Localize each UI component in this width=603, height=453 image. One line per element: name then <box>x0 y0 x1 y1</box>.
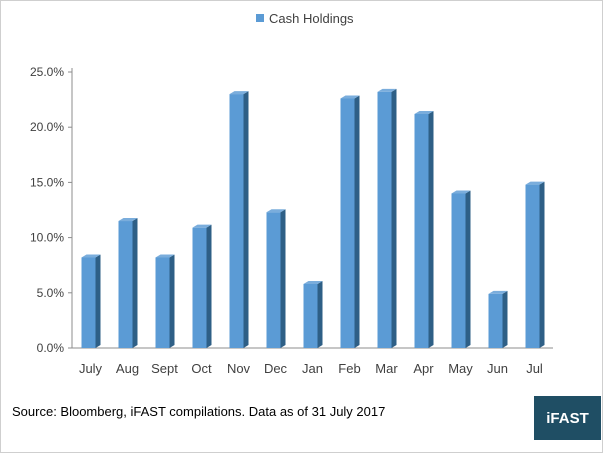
bar-top <box>488 290 508 294</box>
x-tick-label: July <box>79 361 103 376</box>
x-tick-label: Mar <box>375 361 398 376</box>
bar-front <box>451 193 466 348</box>
bar-front <box>525 184 540 348</box>
y-tick-label: 10.0% <box>30 231 64 245</box>
cash-holdings-bar-chart: Cash Holdings 0.0% 5.0% 10.0% 15.0% 20.0% 25.0… <box>30 11 553 376</box>
x-tick-label: Apr <box>413 361 434 376</box>
x-tick-label: Dec <box>264 361 288 376</box>
bar-front <box>229 94 244 348</box>
bar-front <box>377 91 392 348</box>
bar-top <box>81 254 101 258</box>
bar-front <box>488 293 503 348</box>
x-tick-label: Nov <box>227 361 251 376</box>
bar-front <box>303 283 318 348</box>
y-tick-label: 25.0% <box>30 65 64 79</box>
bar-side <box>206 224 212 348</box>
bar-side <box>465 190 471 348</box>
legend-label: Cash Holdings <box>269 11 354 26</box>
bar-top <box>340 95 360 99</box>
bar-top <box>118 218 138 222</box>
bar-top <box>377 88 397 92</box>
bar-top <box>414 110 434 114</box>
bar-front <box>266 212 281 348</box>
bar-front <box>192 227 207 348</box>
x-tick-label: Feb <box>338 361 360 376</box>
x-tick-label: Sept <box>151 361 178 376</box>
x-tick-label: May <box>448 361 473 376</box>
y-tick-label: 15.0% <box>30 175 64 189</box>
y-tick-label: 20.0% <box>30 120 64 134</box>
y-tick-label: 0.0% <box>37 341 65 355</box>
bar-top <box>192 224 212 228</box>
bar-side <box>280 209 286 348</box>
x-tick-label: Jul <box>526 361 543 376</box>
bar-top <box>451 190 471 194</box>
bar-front <box>118 221 133 348</box>
ifast-logo: iFAST <box>534 396 601 440</box>
bar-top <box>303 280 323 284</box>
bar-side <box>428 110 434 349</box>
x-tick-label: Aug <box>116 361 139 376</box>
footer: Source: Bloomberg, iFAST compilations. D… <box>0 396 603 440</box>
legend-swatch <box>256 14 264 22</box>
y-tick-label: 5.0% <box>37 286 65 300</box>
bar-front <box>414 113 429 349</box>
x-tick-label: Jun <box>487 361 508 376</box>
source-note: Source: Bloomberg, iFAST compilations. D… <box>12 404 386 419</box>
bar-top <box>266 209 286 213</box>
bar-top <box>155 254 175 258</box>
bar-side <box>354 95 360 348</box>
bar-side <box>243 91 249 348</box>
bar-front <box>340 98 355 348</box>
bar-side <box>317 280 323 348</box>
bar-side <box>169 254 175 348</box>
bar-top <box>525 181 545 185</box>
bar-side <box>539 181 545 348</box>
bar-side <box>502 290 508 348</box>
x-tick-label: Oct <box>191 361 212 376</box>
bar-top <box>229 91 249 95</box>
bar-front <box>155 257 170 348</box>
x-tick-label: Jan <box>302 361 323 376</box>
bar-front <box>81 257 96 348</box>
bar-side <box>95 254 101 348</box>
bar-side <box>391 88 397 348</box>
bar-side <box>132 218 138 348</box>
